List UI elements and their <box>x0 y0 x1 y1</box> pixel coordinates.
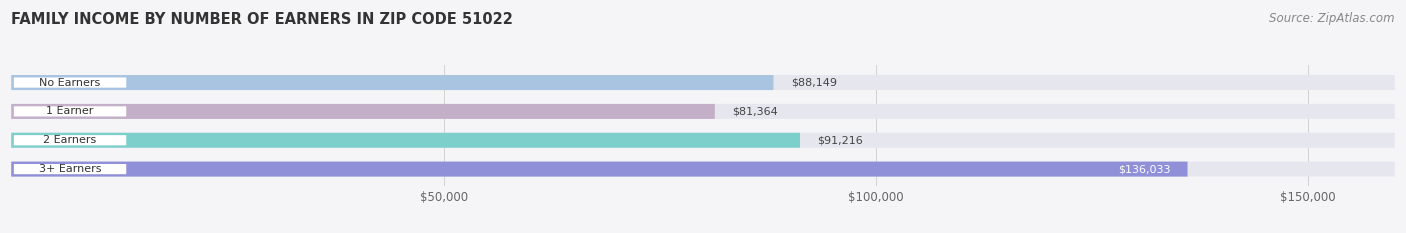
FancyBboxPatch shape <box>11 162 1188 177</box>
FancyBboxPatch shape <box>11 162 1395 177</box>
FancyBboxPatch shape <box>14 135 127 145</box>
Text: $88,149: $88,149 <box>790 78 837 88</box>
Text: $91,216: $91,216 <box>817 135 863 145</box>
Text: FAMILY INCOME BY NUMBER OF EARNERS IN ZIP CODE 51022: FAMILY INCOME BY NUMBER OF EARNERS IN ZI… <box>11 12 513 27</box>
FancyBboxPatch shape <box>11 133 800 148</box>
FancyBboxPatch shape <box>14 106 127 116</box>
FancyBboxPatch shape <box>11 104 714 119</box>
FancyBboxPatch shape <box>11 104 1395 119</box>
Text: 1 Earner: 1 Earner <box>46 106 94 116</box>
FancyBboxPatch shape <box>14 77 127 88</box>
Text: No Earners: No Earners <box>39 78 101 88</box>
FancyBboxPatch shape <box>14 164 127 174</box>
FancyBboxPatch shape <box>11 75 1395 90</box>
Text: $81,364: $81,364 <box>733 106 778 116</box>
FancyBboxPatch shape <box>11 133 1395 148</box>
Text: 2 Earners: 2 Earners <box>44 135 97 145</box>
Text: 3+ Earners: 3+ Earners <box>39 164 101 174</box>
Text: Source: ZipAtlas.com: Source: ZipAtlas.com <box>1270 12 1395 25</box>
Text: $136,033: $136,033 <box>1118 164 1170 174</box>
FancyBboxPatch shape <box>11 75 773 90</box>
